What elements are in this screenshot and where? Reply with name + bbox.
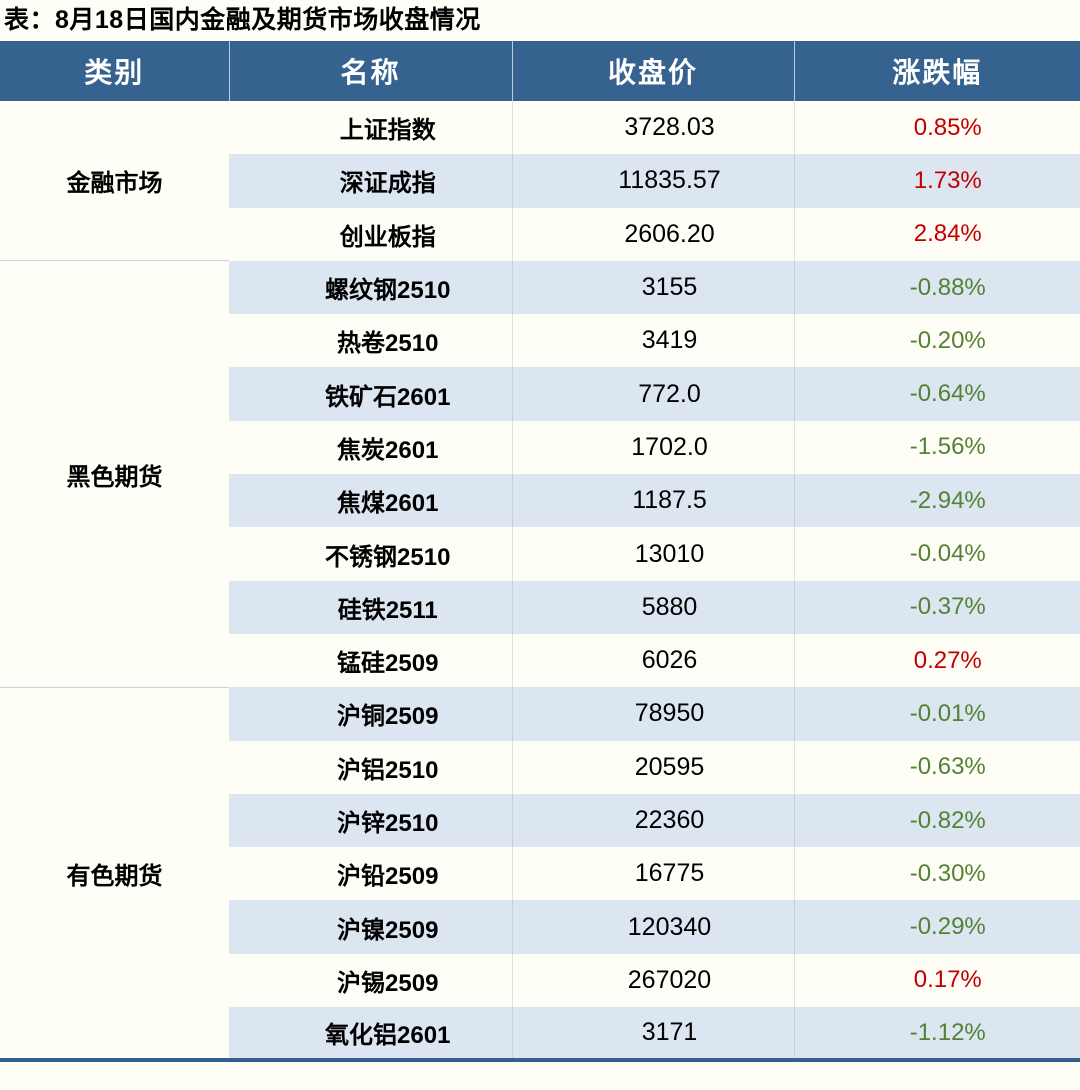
close-price-cell: 3419 (511, 314, 794, 368)
col-header-change: 涨跌幅 (793, 41, 1080, 101)
col-header-name: 名称 (228, 41, 512, 101)
change-percent-cell: -1.56% (793, 420, 1080, 475)
name-cell: 沪锡2509 (337, 969, 439, 997)
close-price-cell: 3155 (511, 260, 794, 315)
close-price-cell: 16775 (511, 847, 794, 901)
name-cell: 硅铁2511 (229, 580, 512, 634)
change-percent-cell: 0.27% (793, 633, 1080, 688)
table-row: 深证成指 11835.57 1.73% (0, 154, 1080, 208)
table-header: 类别 名称 收盘价 涨跌幅 (0, 41, 1080, 101)
category-cell: 金融市场 (66, 170, 163, 198)
col-header-category: 类别 (0, 41, 229, 101)
close-price-cell: 3728.03 (511, 101, 794, 155)
name-cell: 深证成指 (229, 154, 512, 208)
close-price-cell: 3171 (511, 1007, 794, 1061)
close-price-cell: 11835.57 (511, 154, 794, 208)
name-cell: 锰硅2509 (337, 650, 439, 678)
table-row: 沪锌2510 22360 -0.82% (0, 793, 1080, 848)
change-percent-cell: -0.63% (793, 740, 1080, 794)
category-cell: 黑色期货 (0, 260, 229, 688)
name-cell: 不锈钢2510 (325, 543, 451, 571)
close-price-cell: 1702.0 (511, 420, 794, 475)
change-percent-cell: -0.82% (793, 793, 1080, 848)
change-percent-cell: -0.04% (793, 527, 1080, 581)
name-cell: 热卷2510 (337, 330, 439, 358)
table-row: 金融市场 上证指数 3728.03 0.85% (0, 101, 1080, 197)
name-cell: 螺纹钢2510 (229, 260, 512, 315)
name-cell: 沪镍2509 (229, 900, 512, 954)
name-cell: 沪铅2509 (337, 863, 439, 891)
change-percent-cell: 1.73% (793, 154, 1080, 208)
category-cell: 有色期货 (0, 686, 229, 1061)
change-percent-cell: -2.94% (793, 474, 1080, 528)
table-row: 氧化铝2601 3171 -1.12% (0, 1007, 1080, 1061)
change-percent-cell: -1.12% (793, 1007, 1080, 1061)
table-row: 锰硅2509 6026 0.27% (0, 633, 1080, 688)
close-price-cell: 78950 (511, 687, 794, 741)
change-percent-cell: -0.01% (793, 687, 1080, 741)
close-price-cell: 120340 (511, 900, 794, 954)
change-percent-cell: -0.20% (793, 314, 1080, 368)
close-price-cell: 22360 (511, 793, 794, 848)
table-row: 焦煤2601 1187.5 -2.94% (0, 474, 1080, 528)
table-row: 黑色期货 螺纹钢2510 3155 -0.88% (0, 260, 1080, 688)
market-close-table: 类别 名称 收盘价 涨跌幅 金融市场 上证指数 3728.03 0.85% 深证成指 11… (0, 41, 1080, 1063)
table-row: 硅铁2511 5880 -0.37% (0, 580, 1080, 634)
name-cell: 沪锌2510 (229, 793, 512, 848)
change-percent-cell: -0.29% (793, 900, 1080, 954)
col-header-close: 收盘价 (511, 41, 794, 101)
page-title: 表：8月18日国内金融及期货市场收盘情况 (4, 6, 481, 34)
name-cell: 焦炭2601 (337, 436, 439, 464)
table-row: 沪铅2509 16775 -0.30% (0, 847, 1080, 901)
name-cell: 沪铜2509 (229, 687, 512, 741)
change-percent-cell: 0.85% (793, 101, 1080, 155)
table-row: 沪锡2509 267020 0.17% (0, 953, 1080, 1008)
change-percent-cell: 2.84% (793, 207, 1080, 261)
table-row: 焦炭2601 1702.0 -1.56% (0, 420, 1080, 475)
name-cell: 铁矿石2601 (229, 367, 512, 421)
close-price-cell: 2606.20 (511, 207, 794, 261)
close-price-cell: 5880 (511, 580, 794, 634)
header-row: 类别 名称 收盘价 涨跌幅 (0, 41, 1080, 101)
name-cell: 沪铝2510 (337, 756, 439, 784)
name-cell: 焦煤2601 (229, 474, 512, 528)
name-cell: 氧化铝2601 (229, 1007, 512, 1061)
table-row: 创业板指 2606.20 2.84% (0, 207, 1080, 261)
close-price-cell: 20595 (511, 740, 794, 794)
close-price-cell: 6026 (511, 633, 794, 688)
change-percent-cell: -0.88% (793, 260, 1080, 315)
close-price-cell: 267020 (511, 953, 794, 1008)
table-row: 铁矿石2601 772.0 -0.64% (0, 367, 1080, 421)
change-percent-cell: 0.17% (793, 953, 1080, 1008)
table-row: 热卷2510 3419 -0.20% (0, 314, 1080, 368)
table-row: 沪镍2509 120340 -0.29% (0, 900, 1080, 954)
name-cell: 上证指数 (339, 117, 436, 145)
table-row: 有色期货 沪铜2509 78950 -0.01% (0, 686, 1080, 1061)
close-price-cell: 13010 (511, 527, 794, 581)
change-percent-cell: -0.64% (793, 367, 1080, 421)
table-row: 不锈钢2510 13010 -0.04% (0, 527, 1080, 581)
table-body: 金融市场 上证指数 3728.03 0.85% 深证成指 11835.57 1.73% 创业板… (0, 101, 1080, 1061)
close-price-cell: 772.0 (511, 367, 794, 421)
change-percent-cell: -0.30% (793, 847, 1080, 901)
change-percent-cell: -0.37% (793, 580, 1080, 634)
close-price-cell: 1187.5 (511, 474, 794, 528)
name-cell: 创业板指 (339, 223, 436, 251)
table-row: 沪铝2510 20595 -0.63% (0, 740, 1080, 794)
